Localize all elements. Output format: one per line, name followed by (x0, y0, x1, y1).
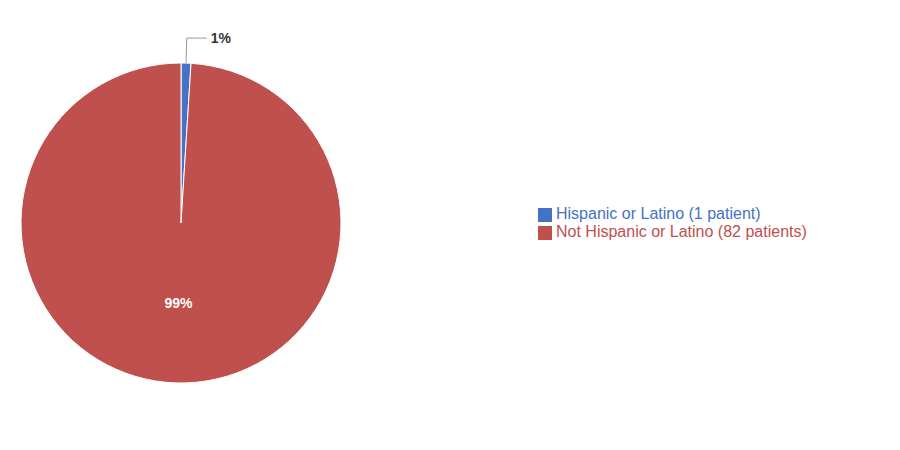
svg-text:1%: 1% (211, 30, 232, 46)
html-text:Not Hispanic or Latino (82 pat: Not Hispanic or Latino (82 patients) (556, 223, 807, 240)
html-text:Hispanic or Latino (1 patient): Hispanic or Latino (1 patient) (556, 205, 761, 222)
svg-text:99%: 99% (164, 295, 193, 311)
